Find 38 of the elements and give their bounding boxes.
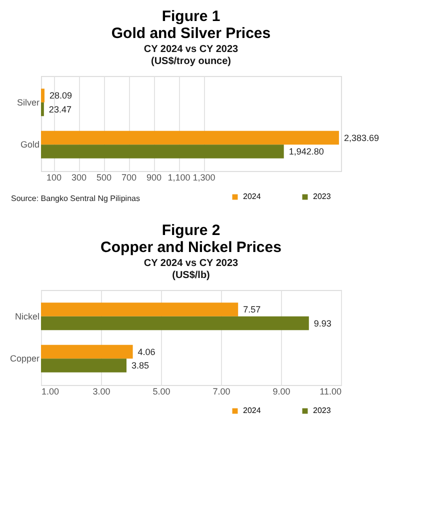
chart-title: Figure 1 Gold and Silver Prices [111, 8, 271, 42]
y-tick-label: Silver [16, 97, 40, 108]
legend-label: 2024 [243, 192, 262, 201]
chart-subtitle: CY 2024 vs CY 2023 (US$/lb) [144, 258, 239, 281]
x-tick-label: 3.00 [92, 386, 110, 396]
x-tick-label: 1,300 [192, 172, 216, 182]
x-tick-label: 1.00 [42, 386, 60, 396]
data-label: 23.47 [48, 104, 72, 114]
x-tick-label: 900 [146, 172, 162, 182]
data-label: 9.93 [314, 318, 332, 328]
data-label: 3.85 [132, 360, 150, 370]
chart-subtitle: CY 2024 vs CY 2023 (US$/troy ounce) [144, 44, 239, 67]
x-tick-label: 500 [96, 172, 112, 182]
data-label: 7.57 [243, 304, 261, 315]
x-tick-label: 5.00 [152, 386, 170, 396]
bar [41, 130, 339, 145]
y-tick-label: Copper [10, 354, 40, 364]
x-tick-label: 700 [121, 172, 137, 182]
data-label: 28.09 [50, 90, 72, 101]
x-tick-label: 300 [71, 172, 87, 182]
legend-label: 2024 [243, 406, 262, 415]
legend-label: 2023 [313, 406, 332, 415]
chart-title: Figure 2 Copper and Nickel Prices [100, 222, 282, 256]
data-label: 1,942.80 [288, 146, 324, 156]
y-tick-label: Gold [20, 140, 40, 150]
x-tick-label: 9.00 [272, 386, 290, 396]
bar [41, 102, 44, 116]
source-note: Source: Bangko Sentral Ng Pilipinas [11, 194, 140, 203]
x-tick-label: 11.00 [320, 386, 342, 396]
y-tick-label: Nickel [14, 311, 40, 322]
x-tick-label: 100 [46, 172, 62, 182]
bar [41, 88, 45, 102]
data-label: 2,383.69 [344, 132, 380, 143]
data-label: 4.06 [138, 346, 156, 357]
legend-label: 2023 [313, 192, 332, 201]
x-tick-label: 1,100 [168, 172, 190, 182]
bar [41, 144, 284, 158]
x-tick-label: 7.00 [212, 386, 230, 396]
